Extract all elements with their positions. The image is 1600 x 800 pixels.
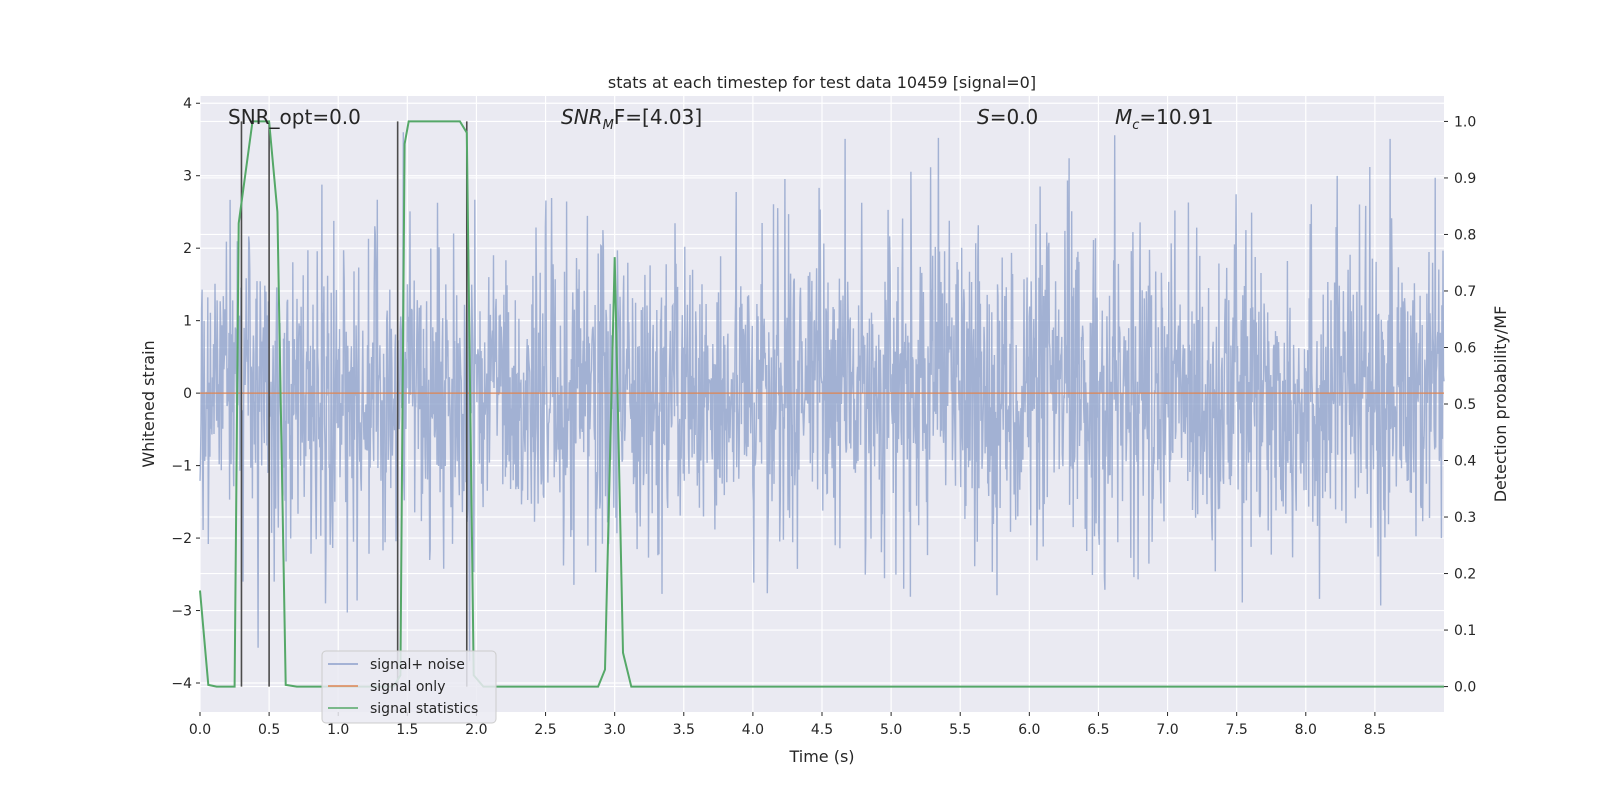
y-left-tick-label: −3: [171, 604, 192, 620]
annotation-mc: Mc=10.91: [1115, 105, 1213, 133]
y-axis-label-left: Whitened strain: [139, 340, 158, 467]
y-axis-label-right: Detection probability/MF: [1491, 306, 1510, 503]
x-tick-label: 3.5: [673, 722, 695, 738]
y-left-tick-label: 0: [183, 386, 192, 402]
signal-noise-series: [199, 132, 1445, 662]
y-right-tick-label: 0.7: [1454, 284, 1476, 300]
y-left-tick-label: −1: [171, 459, 192, 475]
y-left-tick-label: 4: [183, 96, 192, 112]
x-tick-label: 2.0: [465, 722, 487, 738]
x-tick-labels: 0.0 0.5 1.0 1.5 2.0 2.5 3.0 3.5 4.0 4.5 5.0 5.5 6.0 6…: [189, 712, 1386, 738]
x-tick-label: 5.0: [880, 722, 902, 738]
y-right-tick-label: 1.0: [1454, 114, 1476, 130]
annotation-s: S=0.0: [977, 105, 1038, 129]
y-right-tick-label: 0.4: [1454, 454, 1476, 470]
signal-noise-path: [199, 132, 1445, 662]
x-tick-label: 2.5: [534, 722, 556, 738]
y-right-tick-label: 0.5: [1454, 397, 1476, 413]
x-tick-label: 8.5: [1364, 722, 1386, 738]
x-tick-label: 0.5: [258, 722, 280, 738]
x-tick-label: 7.0: [1156, 722, 1178, 738]
x-tick-label: 6.5: [1087, 722, 1109, 738]
x-tick-label: 6.0: [1018, 722, 1040, 738]
y-left-tick-labels: 4 3 2 1 0 −1 −2 −3 −4: [171, 96, 200, 692]
x-tick-label: 1.0: [327, 722, 349, 738]
y-right-tick-label: 0.9: [1454, 171, 1476, 187]
y-left-tick-label: 3: [183, 169, 192, 185]
x-tick-label: 4.0: [742, 722, 764, 738]
annotation-snr-opt: SNR_opt=0.0: [228, 105, 361, 129]
y-right-tick-labels: 1.0 0.9 0.8 0.7 0.6 0.5 0.4 0.3 0.2 0.1 0.0: [1444, 114, 1476, 696]
y-right-tick-label: 0.8: [1454, 227, 1476, 243]
annotation-snr-mf: SNRMF=[4.03]: [561, 105, 702, 133]
x-tick-label: 0.0: [189, 722, 211, 738]
y-right-tick-label: 0.1: [1454, 623, 1476, 639]
signal-statistics-series: [199, 120, 1444, 688]
y-left-tick-label: −4: [171, 676, 192, 692]
x-tick-label: 5.5: [949, 722, 971, 738]
chart-title: stats at each timestep for test data 104…: [608, 73, 1036, 92]
legend-label-signal-only: signal only: [370, 679, 445, 695]
y-left-tick-label: −2: [171, 531, 192, 547]
x-tick-label: 7.5: [1226, 722, 1248, 738]
legend: signal+ noise signal only signal statist…: [321, 650, 497, 724]
y-right-tick-label: 0.0: [1454, 680, 1476, 696]
y-right-tick-label: 0.2: [1454, 567, 1476, 583]
x-tick-label: 1.5: [396, 722, 418, 738]
legend-label-statistics: signal statistics: [370, 701, 478, 717]
y-right-tick-label: 0.3: [1454, 510, 1476, 526]
legend-box: [321, 650, 497, 724]
x-axis-label: Time (s): [788, 747, 854, 766]
legend-label-noise: signal+ noise: [370, 657, 465, 673]
y-left-tick-label: 2: [183, 241, 192, 257]
y-right-tick-label: 0.6: [1454, 340, 1476, 356]
x-tick-label: 8.0: [1295, 722, 1317, 738]
y-left-tick-label: 1: [183, 314, 192, 330]
x-tick-label: 4.5: [811, 722, 833, 738]
vertical-marker-layer: [240, 121, 468, 687]
x-tick-label: 3.0: [604, 722, 626, 738]
